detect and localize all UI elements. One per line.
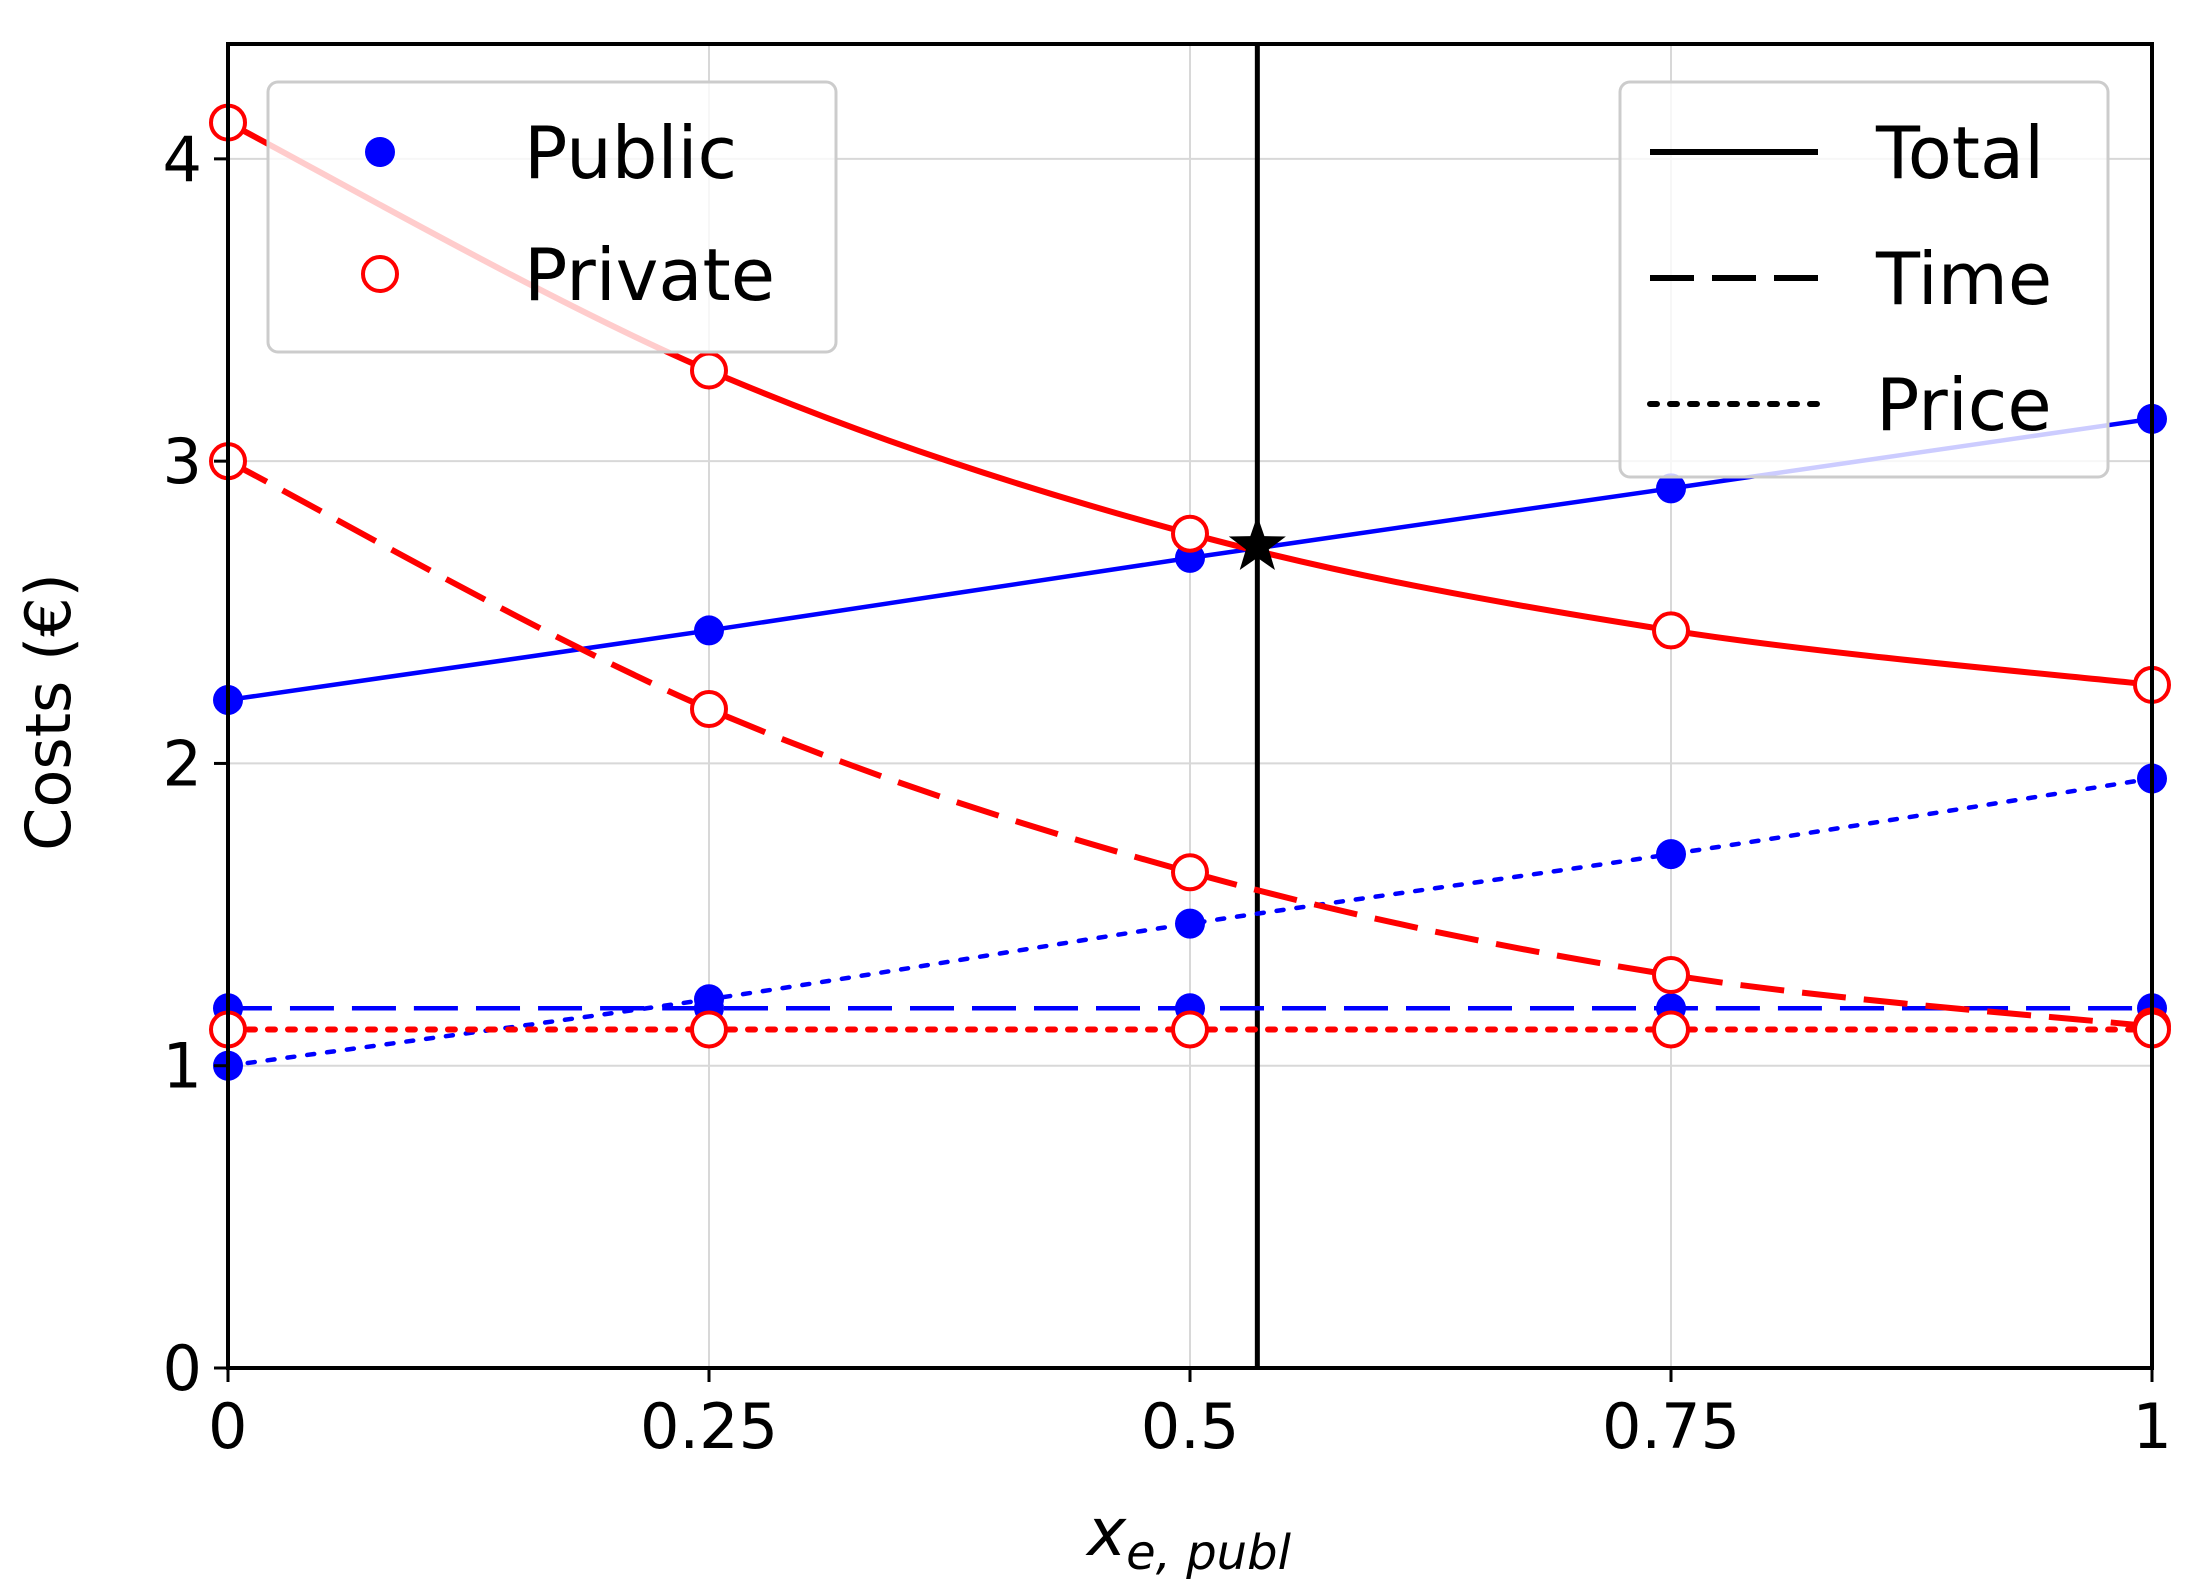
legend-mode-label: Public	[524, 111, 737, 195]
x-tick-label: 0.25	[640, 1390, 778, 1463]
legend-mode-marker	[365, 137, 395, 167]
private-time-line	[226, 458, 2153, 1030]
x-axis-label-main: x	[1085, 1494, 1127, 1571]
axis-ticks: 0 0.25 0.5 0.75 1 0 1 2 3 4	[163, 123, 2172, 1463]
y-tick-label: 4	[163, 123, 202, 196]
legend-components: Total Time Price	[1618, 80, 2110, 479]
private-price-point	[690, 1010, 728, 1049]
x-tick-label: 0.75	[1602, 1390, 1740, 1463]
y-tick-label: 3	[163, 425, 202, 498]
y-tick-label: 1	[163, 1030, 202, 1103]
private-total-point	[1652, 611, 1690, 650]
x-tick-label: 0.5	[1141, 1390, 1240, 1463]
legend-components-frame	[1618, 80, 2110, 479]
private-time-point	[690, 690, 728, 729]
x-tick-label: 1	[2133, 1390, 2172, 1463]
y-axis-label: Costs (€)	[12, 573, 85, 851]
equilibrium-marker	[1228, 515, 1286, 571]
legend-mode-marker	[361, 255, 399, 293]
legend-mode-label: Private	[524, 233, 775, 317]
legend-component-label: Price	[1876, 363, 2052, 447]
legend-component-label: Time	[1875, 237, 2052, 321]
x-tick-label: 0	[208, 1390, 247, 1463]
public-price-point	[1175, 908, 1205, 939]
private-price-point	[1652, 1010, 1690, 1049]
x-axis-label: xe, publ	[1085, 1494, 1291, 1581]
public-price-point	[694, 984, 724, 1015]
private-time-point	[1652, 956, 1690, 995]
private-total-point	[690, 351, 728, 390]
x-axis-label-subscript: e, publ	[1126, 1525, 1291, 1581]
private-total-point	[1171, 514, 1209, 553]
legend-modes-frame	[266, 80, 838, 354]
y-tick-label: 0	[163, 1332, 202, 1405]
private-time-point	[1171, 853, 1209, 892]
series-markers	[209, 103, 2171, 1081]
private-price-point	[1171, 1010, 1209, 1049]
public-price-point	[1656, 839, 1686, 870]
legend-modes: Public Private	[266, 80, 838, 354]
legend-component-label: Total	[1875, 111, 2044, 195]
y-tick-label: 2	[163, 727, 202, 800]
equilibrium-star	[1228, 515, 1286, 571]
public-total-point	[694, 615, 724, 646]
public-total-point	[1656, 473, 1686, 504]
